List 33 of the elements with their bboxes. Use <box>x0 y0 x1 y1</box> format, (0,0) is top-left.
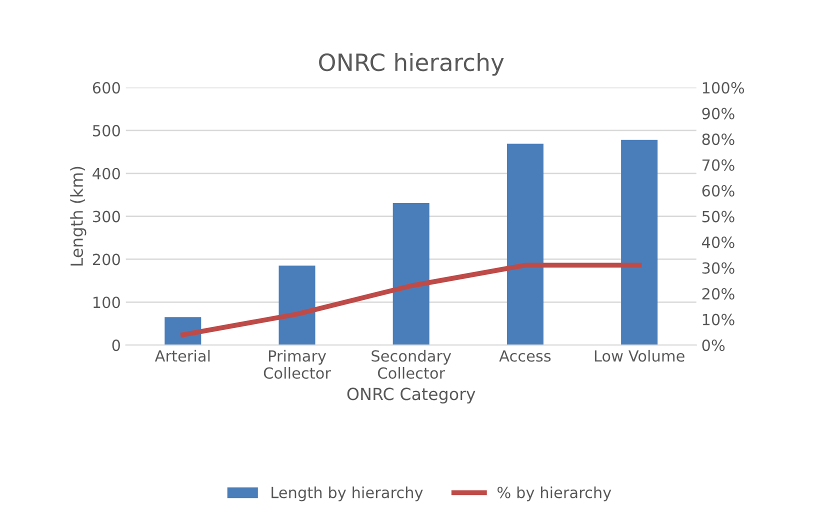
legend-label: Length by hierarchy <box>272 486 423 502</box>
x-axis-title: ONRC Category <box>347 388 476 404</box>
y2-tick-label: 90% <box>702 108 734 120</box>
y-tick-label: 300 <box>92 210 120 222</box>
y2-tick-label: 80% <box>702 134 734 146</box>
y2-tick-label: 40% <box>702 236 734 248</box>
legend-label: % by hierarchy <box>497 486 612 502</box>
y-tick-label: 0 <box>112 340 120 352</box>
y-tick-label: 600 <box>92 82 120 94</box>
bar <box>506 144 544 346</box>
bar <box>392 202 430 346</box>
x-tick-label: Arterial <box>154 350 210 362</box>
y2-tick-label: 70% <box>702 159 734 171</box>
y2-tick-label: 30% <box>702 262 734 274</box>
x-tick-label: Low Volume <box>594 350 684 362</box>
y2-tick-label: 100% <box>702 82 744 94</box>
x-tick-label: Primary Collector <box>264 350 331 379</box>
bar <box>278 266 316 346</box>
y-axis-title: Length (km) <box>70 166 86 266</box>
y-tick-label: 200 <box>92 254 120 266</box>
chart-title: ONRC hierarchy <box>319 52 504 76</box>
y2-tick-label: 20% <box>702 288 734 300</box>
y2-tick-label: 50% <box>702 210 734 222</box>
x-tick-label: Access <box>499 350 551 362</box>
y-tick-label: 100 <box>94 296 120 308</box>
bar <box>621 140 658 346</box>
y-tick-label: 500 <box>93 124 120 136</box>
y2-tick-label: 60% <box>702 185 734 197</box>
y-tick-label: 400 <box>92 168 120 180</box>
y2-tick-label: 0% <box>702 340 725 352</box>
line-series <box>180 262 642 338</box>
x-tick-label: Secondary Collector <box>372 350 452 379</box>
y2-tick-label: 10% <box>702 314 734 326</box>
